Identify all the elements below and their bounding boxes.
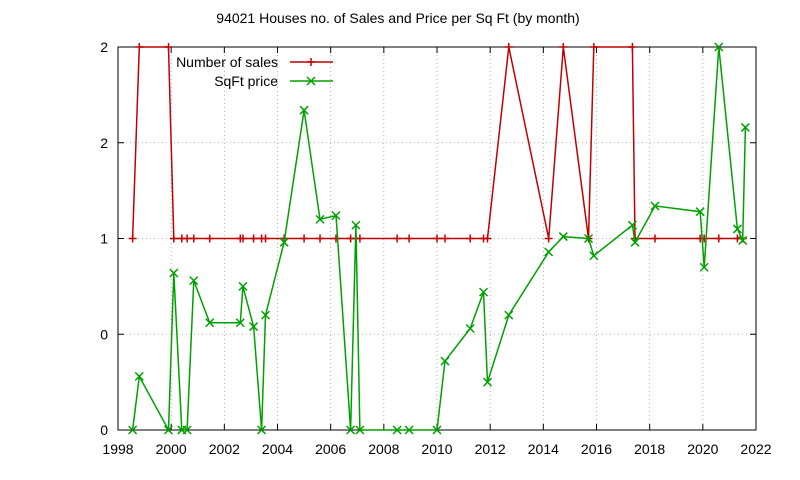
data-point — [714, 234, 723, 243]
data-point — [627, 220, 637, 230]
data-point — [261, 234, 270, 243]
data-point — [128, 425, 138, 435]
data-point — [135, 43, 144, 51]
data-point — [300, 234, 309, 243]
data-point — [392, 425, 402, 435]
legend-label-sqft-price: SqFt price — [214, 73, 278, 89]
data-point — [315, 214, 325, 224]
data-point — [189, 276, 199, 286]
data-point — [134, 371, 144, 381]
data-point — [169, 234, 178, 243]
y-tick-label: 2 — [100, 39, 108, 55]
data-point — [169, 268, 179, 278]
data-point — [466, 234, 475, 243]
data-point — [558, 232, 568, 242]
data-point — [628, 43, 637, 51]
data-point — [238, 234, 247, 243]
legend-label-number-of-sales: Number of sales — [176, 54, 278, 70]
chart-title: 94021 Houses no. of Sales and Price per … — [216, 10, 579, 26]
x-tick-label: 2002 — [209, 441, 240, 457]
legend-marker — [307, 58, 315, 66]
data-point — [235, 318, 245, 328]
x-tick-label: 2010 — [421, 441, 452, 457]
data-point — [478, 287, 489, 297]
data-point — [257, 425, 267, 435]
data-point — [299, 105, 309, 115]
data-point — [650, 234, 659, 243]
data-point — [205, 318, 215, 328]
x-tick-label: 2014 — [528, 441, 559, 457]
y-tick-label: 0 — [100, 422, 108, 438]
x-tick-label: 1998 — [102, 441, 133, 457]
data-point — [482, 377, 493, 387]
data-point — [544, 234, 553, 243]
data-point — [714, 42, 724, 52]
data-point — [589, 43, 598, 51]
data-point — [740, 122, 750, 132]
data-point — [404, 425, 414, 435]
x-tick-label: 2016 — [581, 441, 612, 457]
data-point — [738, 235, 748, 245]
data-point — [559, 43, 568, 51]
data-point — [504, 43, 513, 51]
data-point — [249, 322, 259, 332]
data-point — [589, 251, 599, 261]
legend: Number of sales SqFt price — [176, 54, 333, 89]
data-point — [261, 310, 271, 320]
data-point — [440, 234, 449, 243]
x-tick-label: 2004 — [262, 441, 293, 457]
data-point — [331, 210, 341, 221]
data-point — [331, 234, 340, 243]
data-point — [504, 310, 514, 320]
data-point — [440, 356, 450, 366]
legend-marker — [306, 76, 316, 86]
data-point — [163, 425, 174, 435]
x-tick-label: 2020 — [687, 441, 718, 457]
data-point — [316, 234, 325, 243]
data-point — [249, 234, 258, 243]
y-tick-label: 2 — [100, 135, 108, 151]
data-point — [355, 234, 364, 243]
data-point — [346, 425, 356, 435]
series-line-number-of-sales — [131, 46, 743, 240]
data-point — [483, 234, 492, 243]
data-point — [279, 237, 289, 247]
x-tick-label: 2012 — [475, 441, 506, 457]
data-point — [432, 425, 442, 435]
axis-ticks: 1998 2000 2002 2004 2006 2008 2010 2012 2014 2016… — [100, 39, 772, 457]
x-tick-label: 2000 — [156, 441, 187, 457]
data-point — [164, 43, 173, 51]
y-tick-label: 0 — [100, 326, 108, 342]
x-tick-label: 2022 — [740, 441, 771, 457]
data-point — [189, 234, 198, 243]
data-point — [433, 234, 441, 243]
series-layer — [128, 42, 750, 435]
data-point — [695, 207, 705, 217]
x-tick-label: 2006 — [315, 441, 346, 457]
data-point — [583, 233, 594, 244]
data-point — [355, 425, 365, 435]
data-point — [205, 234, 214, 243]
y-tick-label: 1 — [100, 231, 108, 247]
x-tick-label: 2018 — [634, 441, 665, 457]
x-tick-label: 2008 — [368, 441, 399, 457]
data-point — [182, 425, 192, 435]
data-point — [351, 220, 361, 230]
data-point — [630, 237, 640, 247]
data-point — [238, 281, 248, 291]
data-point — [544, 247, 554, 257]
data-point — [128, 234, 137, 243]
data-point — [405, 234, 414, 243]
data-point — [393, 234, 402, 243]
data-point — [732, 224, 742, 234]
data-point — [650, 201, 660, 211]
data-point — [699, 262, 709, 272]
data-point — [465, 323, 475, 334]
